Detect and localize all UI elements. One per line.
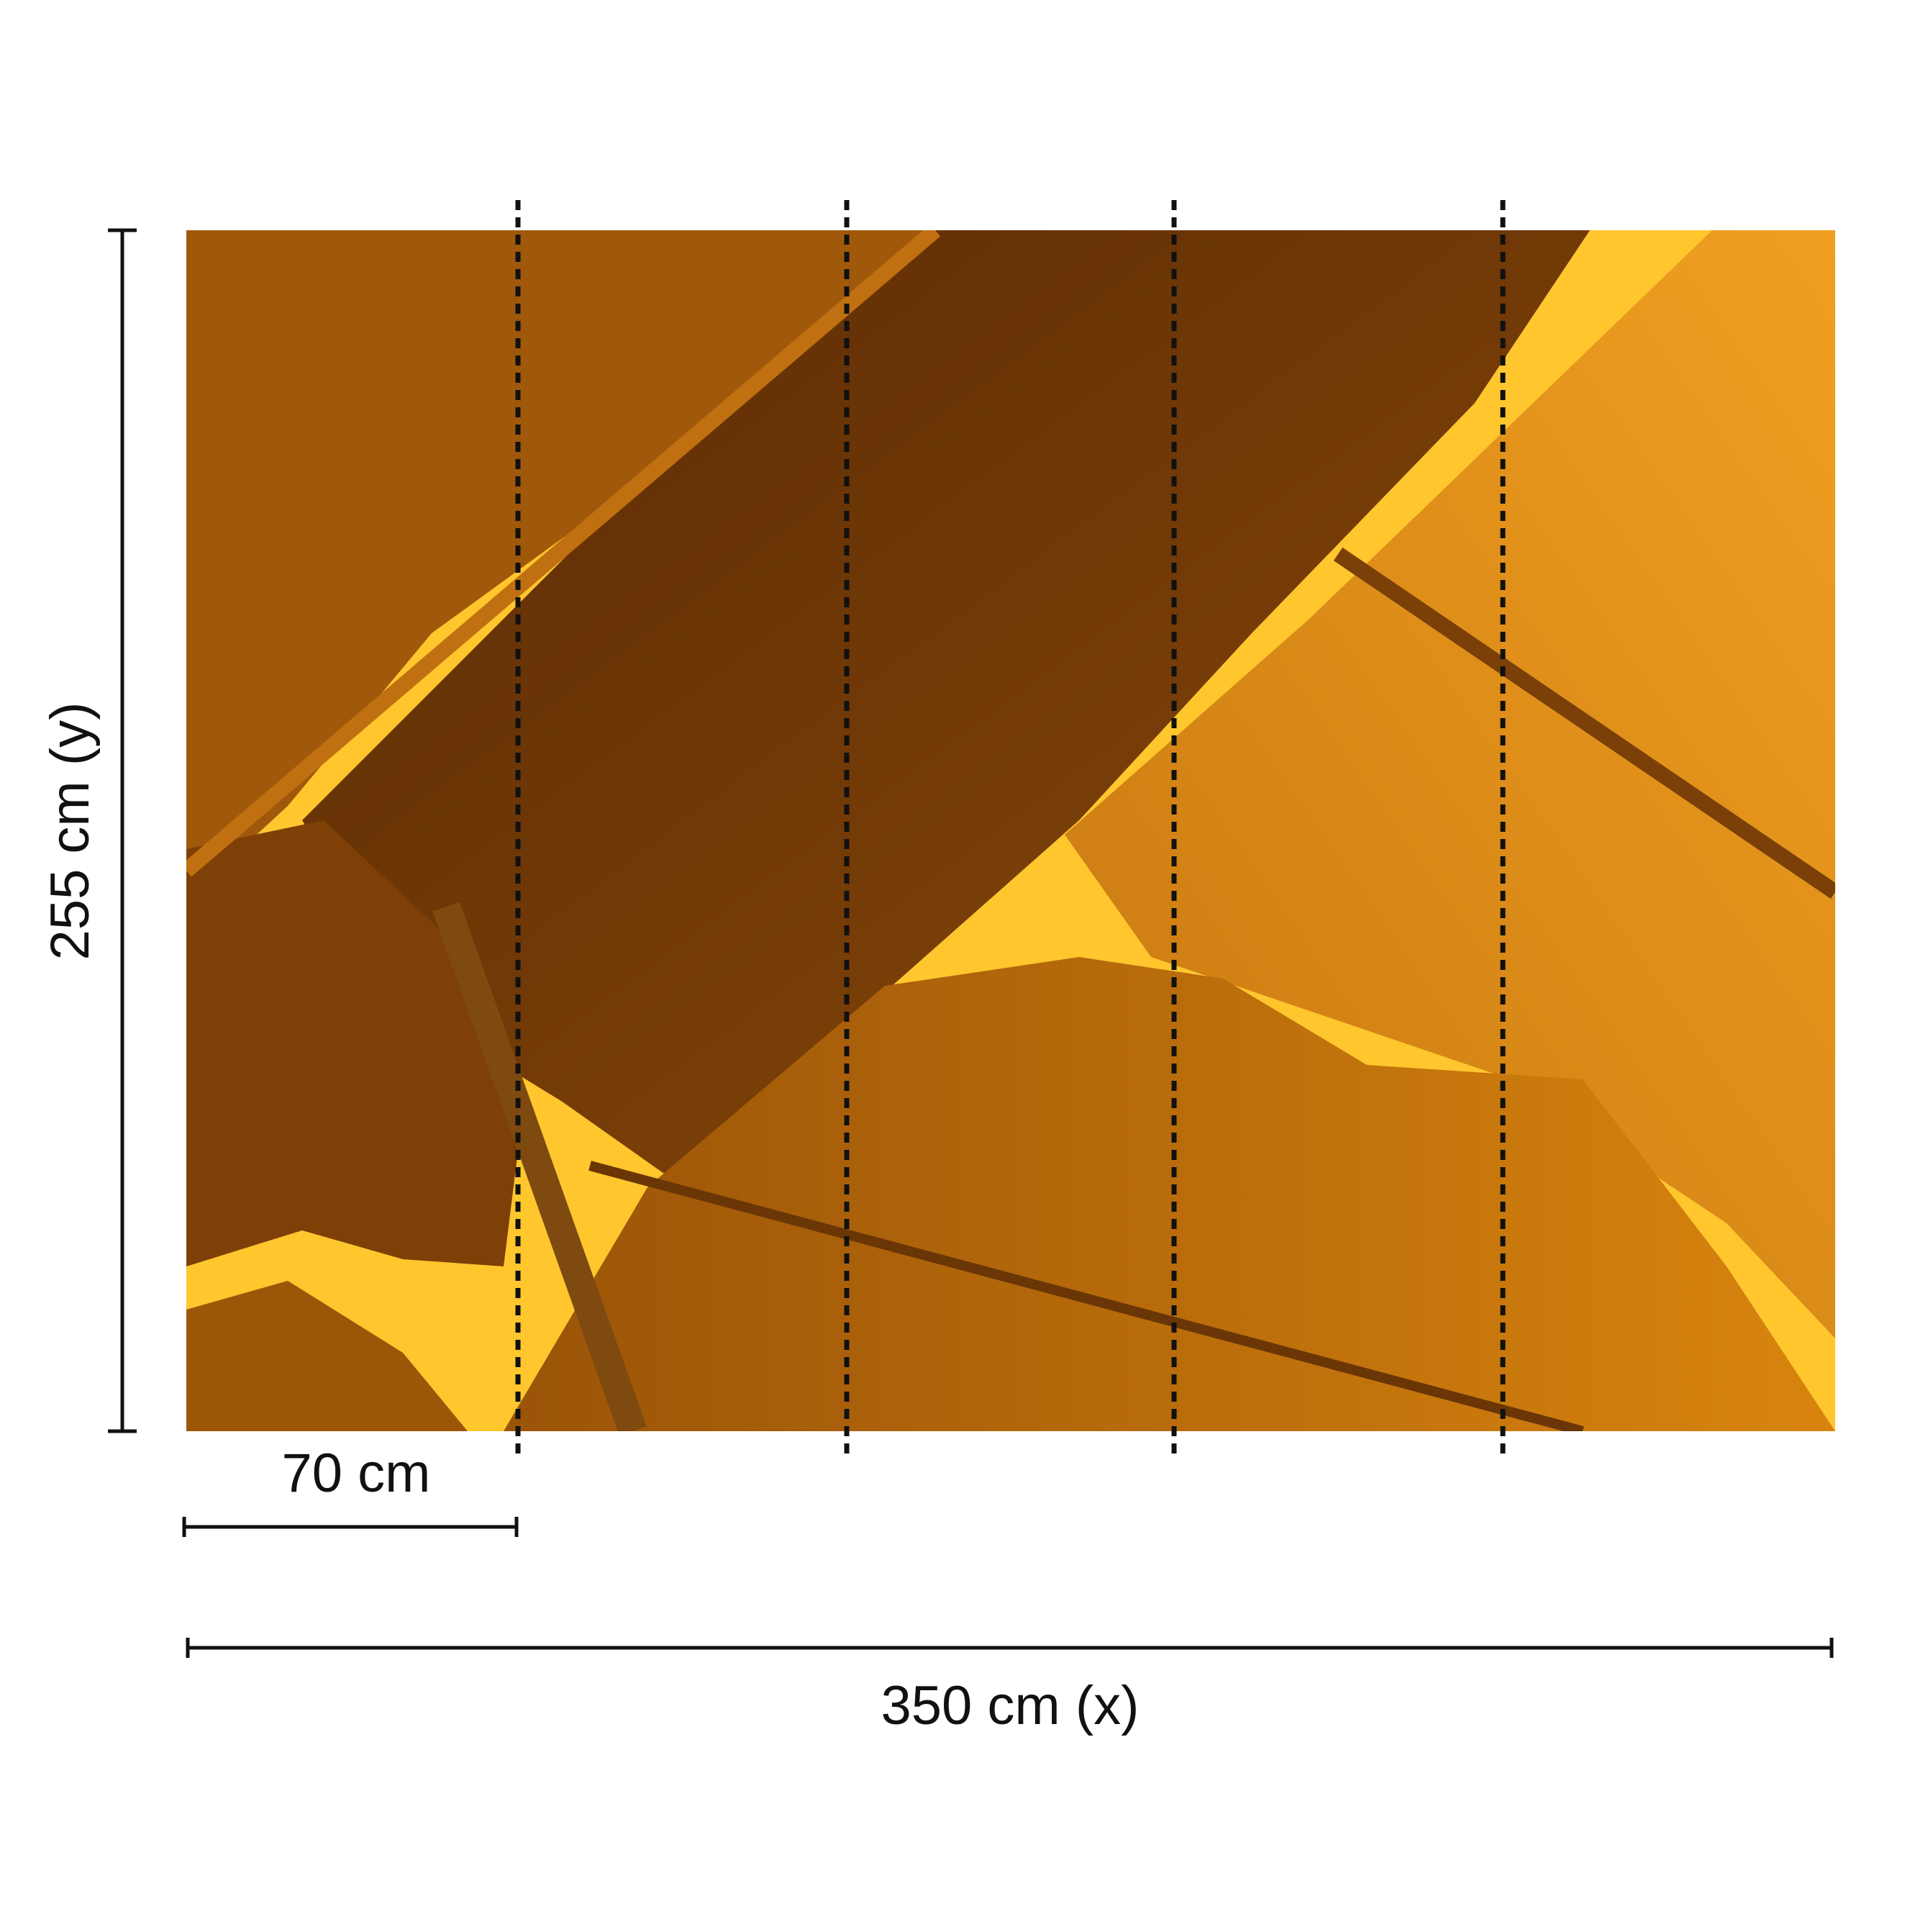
- leaf: [186, 820, 518, 1266]
- leaf-photo: [186, 230, 1835, 1431]
- panel-width-label: 70 cm: [282, 1443, 431, 1504]
- panel-seams: [515, 200, 1506, 1461]
- width-label: 350 cm (x): [881, 1675, 1140, 1736]
- panel-width-ruler: [182, 1517, 519, 1537]
- leaf: [186, 1281, 468, 1431]
- leaf: [302, 230, 1590, 1187]
- leaf-stem: [588, 1161, 1584, 1431]
- leaf-stem: [432, 902, 647, 1431]
- leaf-stem: [186, 230, 941, 877]
- height-label: 255 cm (y): [40, 702, 101, 961]
- leaf: [1065, 230, 1835, 1338]
- leaf-stem: [1333, 547, 1835, 899]
- width-ruler: [186, 1638, 1834, 1658]
- height-ruler: [108, 228, 137, 1433]
